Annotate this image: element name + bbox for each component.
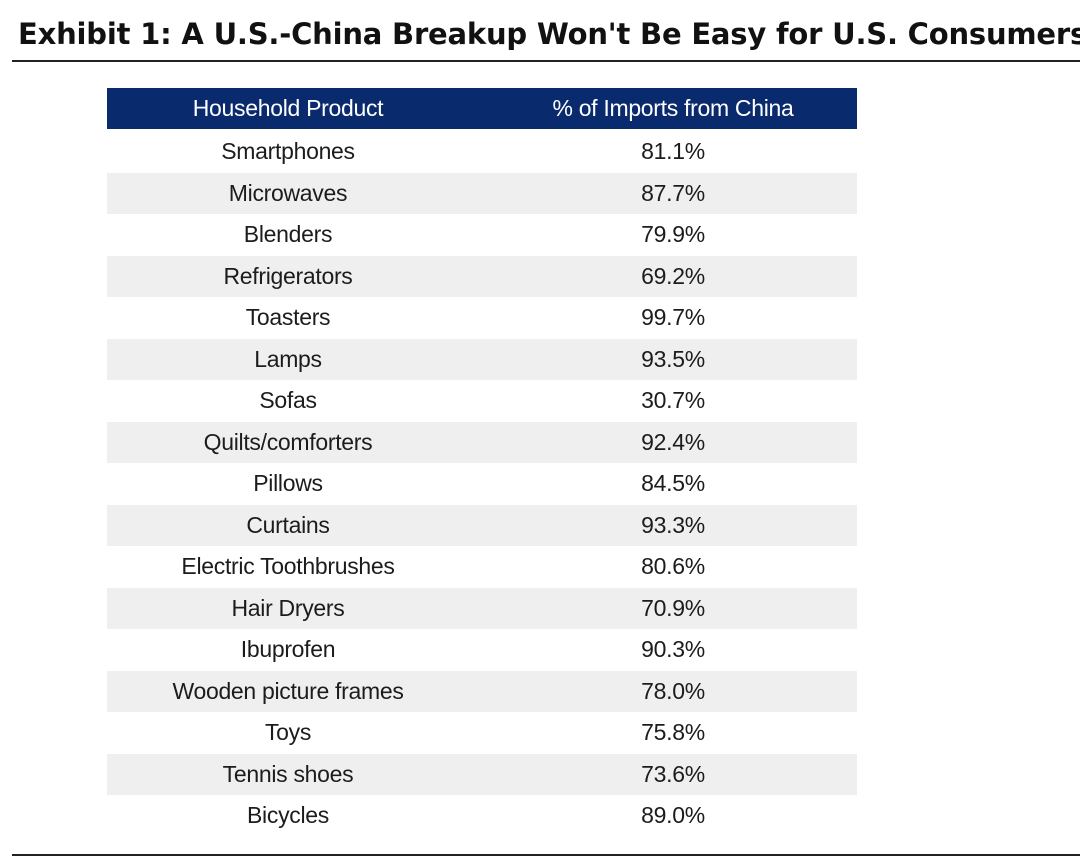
table-row: Smartphones 81.1% bbox=[107, 130, 857, 173]
exhibit-title: Exhibit 1: A U.S.-China Breakup Won't Be… bbox=[18, 17, 1080, 51]
column-header-product: Household Product bbox=[107, 88, 469, 131]
table-row: Wooden picture frames 78.0% bbox=[107, 670, 857, 712]
table-body: Smartphones 81.1% Microwaves 87.7% Blenders 7… bbox=[107, 130, 857, 837]
table-row: Tennis shoes 73.6% bbox=[107, 753, 857, 795]
bottom-rule bbox=[12, 854, 1080, 856]
share-cell: 79.9% bbox=[641, 221, 705, 248]
table-row: Blenders 79.9% bbox=[107, 214, 857, 256]
share-cell: 93.3% bbox=[469, 504, 857, 546]
share-cell: 93.5% bbox=[469, 338, 857, 380]
product-cell: Sofas bbox=[259, 387, 317, 414]
table-row: Refrigerators 69.2% bbox=[107, 255, 857, 297]
table-row: Bicycles 89.0% bbox=[107, 795, 857, 837]
table-row: Quilts/comforters 92.4% bbox=[107, 421, 857, 463]
top-rule bbox=[12, 60, 1080, 62]
product-cell: Wooden picture frames bbox=[107, 670, 469, 712]
share-cell: 69.2% bbox=[469, 255, 857, 297]
table-row: Toasters 99.7% bbox=[107, 297, 857, 339]
product-cell: Blenders bbox=[243, 221, 333, 248]
product-cell: Electric Toothbrushes bbox=[181, 553, 395, 580]
product-cell: Curtains bbox=[107, 504, 469, 546]
table-row: Curtains 93.3% bbox=[107, 504, 857, 546]
imports-table: Household Product % of Imports from Chin… bbox=[107, 88, 857, 837]
share-cell: 87.7% bbox=[469, 172, 857, 214]
share-cell: 75.8% bbox=[641, 719, 705, 746]
table-row: Ibuprofen 90.3% bbox=[107, 629, 857, 671]
share-cell: 89.0% bbox=[641, 802, 705, 829]
product-cell: Smartphones bbox=[221, 138, 355, 165]
table-row: Pillows 84.5% bbox=[107, 463, 857, 505]
share-cell: 70.9% bbox=[469, 587, 857, 629]
header-row: Household Product % of Imports from Chin… bbox=[107, 88, 857, 131]
share-cell: 92.4% bbox=[469, 421, 857, 463]
share-cell: 99.7% bbox=[641, 304, 705, 331]
table-row: Electric Toothbrushes 80.6% bbox=[107, 546, 857, 588]
product-cell: Bicycles bbox=[247, 802, 329, 829]
product-cell: Hair Dryers bbox=[107, 587, 469, 629]
share-cell: 84.5% bbox=[641, 470, 705, 497]
table-header: Household Product % of Imports from Chin… bbox=[107, 88, 857, 131]
table-row: Lamps 93.5% bbox=[107, 338, 857, 380]
share-cell: 73.6% bbox=[469, 753, 857, 795]
share-cell: 81.1% bbox=[641, 138, 705, 165]
table-row: Hair Dryers 70.9% bbox=[107, 587, 857, 629]
table-row: Sofas 30.7% bbox=[107, 380, 857, 422]
product-cell: Ibuprofen bbox=[240, 636, 336, 663]
table-row: Toys 75.8% bbox=[107, 712, 857, 754]
product-cell: Refrigerators bbox=[107, 255, 469, 297]
share-cell: 30.7% bbox=[641, 387, 705, 414]
product-cell: Lamps bbox=[107, 338, 469, 380]
share-cell: 90.3% bbox=[641, 636, 705, 663]
product-cell: Quilts/comforters bbox=[107, 421, 469, 463]
share-cell: 78.0% bbox=[469, 670, 857, 712]
table-row: Microwaves 87.7% bbox=[107, 172, 857, 214]
product-cell: Tennis shoes bbox=[107, 753, 469, 795]
share-cell: 80.6% bbox=[641, 553, 705, 580]
product-cell: Toasters bbox=[245, 304, 331, 331]
product-cell: Pillows bbox=[253, 470, 323, 497]
product-cell: Toys bbox=[264, 719, 312, 746]
column-header-share: % of Imports from China bbox=[469, 88, 857, 131]
product-cell: Microwaves bbox=[107, 172, 469, 214]
